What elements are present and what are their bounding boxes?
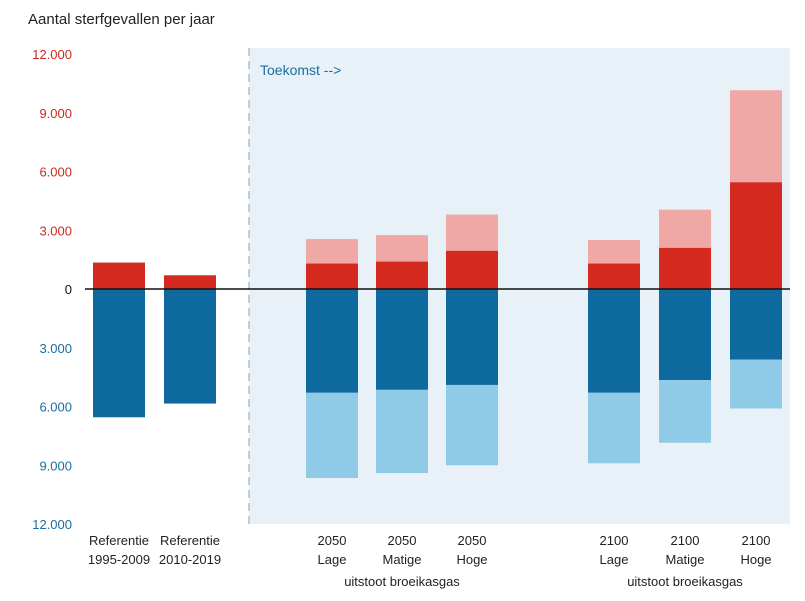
x-tick-label-2100-matige: 2100 — [671, 533, 700, 548]
bar-positive-dark-2100-lage — [588, 263, 640, 289]
bar-negative-dark-2050-hoge — [446, 289, 498, 385]
y-tick-label: 9.000 — [39, 458, 72, 473]
bar-negative-dark-2050-lage — [306, 289, 358, 393]
future-label: Toekomst --> — [260, 62, 341, 78]
x-tick-label-ref-2010-2019: Referentie — [160, 533, 220, 548]
bar-negative-dark-2100-hoge — [730, 289, 782, 360]
x-tick-label-ref-2010-2019: 2010-2019 — [159, 552, 221, 567]
y-tick-label: 6.000 — [39, 400, 72, 415]
bar-positive-light-2100-matige — [659, 209, 711, 248]
bar-positive-dark-ref-2010-2019 — [164, 275, 216, 289]
y-tick-label: 12.000 — [32, 47, 72, 62]
bar-negative-light-2100-hoge — [730, 359, 782, 409]
bar-positive-light-2050-matige — [376, 235, 428, 262]
y-tick-label: 3.000 — [39, 341, 72, 356]
bar-negative-dark-ref-1995-2009 — [93, 289, 145, 418]
x-tick-label-2100-lage: Lage — [600, 552, 629, 567]
y-axis: 12.000 9.000 6.000 3.000 0 3.000 6.000 9.000 12.… — [32, 47, 72, 532]
y-tick-label: 6.000 — [39, 165, 72, 180]
bar-positive-light-2100-lage — [588, 240, 640, 264]
x-tick-label-ref-1995-2009: Referentie — [89, 533, 149, 548]
group-2050-label: uitstoot broeikasgas — [344, 574, 460, 589]
x-tick-label-2050-matige: 2050 — [388, 533, 417, 548]
chart-title: Aantal sterfgevallen per jaar — [28, 11, 215, 28]
group-2100-label: uitstoot broeikasgas — [627, 574, 743, 589]
bar-negative-light-2100-matige — [659, 380, 711, 443]
x-tick-label-2050-lage: 2050 — [318, 533, 347, 548]
y-tick-label: 12.000 — [32, 517, 72, 532]
bar-positive-dark-2100-matige — [659, 247, 711, 289]
bar-positive-dark-2050-hoge — [446, 250, 498, 289]
bar-positive-light-2050-lage — [306, 239, 358, 264]
x-tick-label-2100-lage: 2100 — [600, 533, 629, 548]
x-tick-label-2050-matige: Matige — [382, 552, 421, 567]
y-tick-label: 0 — [65, 282, 72, 297]
x-tick-label-ref-1995-2009: 1995-2009 — [88, 552, 150, 567]
bar-negative-light-2050-hoge — [446, 384, 498, 466]
bar-positive-light-2100-hoge — [730, 90, 782, 183]
y-tick-label: 9.000 — [39, 106, 72, 121]
x-tick-label-2100-hoge: 2100 — [742, 533, 771, 548]
x-axis: Referentie 1995-2009 Referentie 2010-2019 20… — [88, 533, 772, 589]
x-tick-label-2050-hoge: Hoge — [456, 552, 487, 567]
bars — [93, 90, 782, 478]
bar-negative-dark-2100-matige — [659, 289, 711, 381]
bar-negative-dark-2050-matige — [376, 289, 428, 390]
x-tick-label-2100-hoge: Hoge — [740, 552, 771, 567]
bar-positive-dark-2100-hoge — [730, 182, 782, 289]
x-tick-label-2100-matige: Matige — [665, 552, 704, 567]
x-tick-label-2050-lage: Lage — [318, 552, 347, 567]
bar-negative-dark-ref-2010-2019 — [164, 289, 216, 404]
x-tick-label-2050-hoge: 2050 — [458, 533, 487, 548]
bar-negative-dark-2100-lage — [588, 289, 640, 393]
bar-negative-light-2050-matige — [376, 389, 428, 474]
bar-negative-light-2100-lage — [588, 392, 640, 464]
bar-positive-light-2050-hoge — [446, 214, 498, 251]
bar-positive-dark-ref-1995-2009 — [93, 262, 145, 289]
bar-negative-light-2050-lage — [306, 392, 358, 478]
y-tick-label: 3.000 — [39, 223, 72, 238]
bar-positive-dark-2050-lage — [306, 263, 358, 289]
bar-positive-dark-2050-matige — [376, 261, 428, 289]
